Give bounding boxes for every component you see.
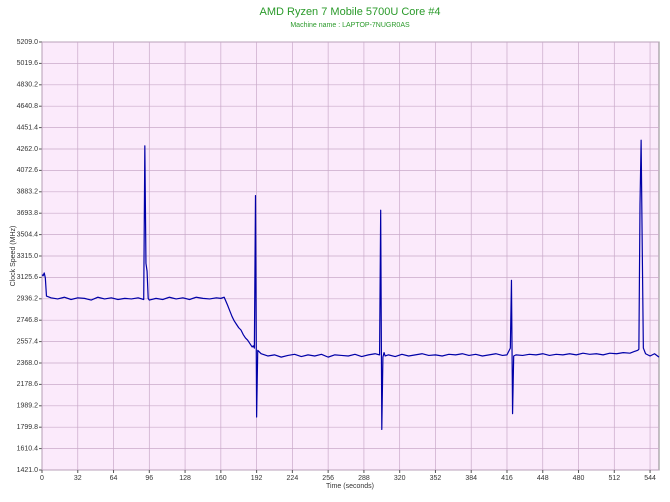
- y-tick-label: 2557.4: [17, 338, 39, 345]
- y-tick-label: 5209.0: [17, 39, 39, 46]
- x-tick-label: 416: [501, 475, 513, 482]
- x-tick-label: 352: [430, 475, 442, 482]
- x-axis-label: Time (seconds): [326, 483, 374, 490]
- y-tick-label: 4640.8: [17, 103, 39, 110]
- y-tick-label: 3125.6: [17, 274, 39, 281]
- y-tick-label: 2368.0: [17, 360, 39, 367]
- x-tick-label: 480: [573, 475, 585, 482]
- data-line: [41, 139, 660, 431]
- chart-subtitle: Machine name : LAPTOP-7NUGR0AS: [290, 22, 410, 29]
- y-tick-label: 4830.2: [17, 82, 39, 89]
- x-tick-label: 160: [215, 475, 227, 482]
- y-tick-label: 3693.8: [17, 210, 39, 217]
- x-tick-label: 448: [537, 475, 549, 482]
- y-tick-label: 1610.4: [17, 445, 39, 452]
- y-tick-label: 5019.6: [17, 60, 39, 67]
- x-tick-label: 384: [465, 475, 477, 482]
- y-tick-label: 2178.6: [17, 381, 39, 388]
- x-tick-label: 288: [358, 475, 370, 482]
- y-axis-label: Clock Speed (MHz): [10, 226, 17, 287]
- x-tick-label: 128: [179, 475, 191, 482]
- x-tick-label: 0: [40, 475, 44, 482]
- y-tick-label: 4072.6: [17, 167, 39, 174]
- y-tick-label: 2746.8: [17, 317, 39, 324]
- x-tick-label: 64: [110, 475, 118, 482]
- y-tick-label: 1421.0: [17, 467, 39, 474]
- y-tick-label: 2936.2: [17, 296, 39, 303]
- y-tick-label: 3315.0: [17, 253, 39, 260]
- x-tick-label: 192: [251, 475, 263, 482]
- y-tick-label: 1989.2: [17, 403, 39, 410]
- x-tick-label: 32: [74, 475, 82, 482]
- x-tick-label: 224: [287, 475, 299, 482]
- y-tick-label: 1799.8: [17, 424, 39, 431]
- chart-title: AMD Ryzen 7 Mobile 5700U Core #4: [260, 6, 441, 18]
- x-tick-label: 320: [394, 475, 406, 482]
- y-tick-label: 3883.2: [17, 189, 39, 196]
- x-tick-label: 256: [322, 475, 334, 482]
- y-tick-label: 4451.4: [17, 124, 39, 131]
- x-tick-label: 544: [644, 475, 656, 482]
- y-tick-label: 3504.4: [17, 231, 39, 238]
- x-tick-label: 512: [608, 475, 620, 482]
- y-tick-label: 4262.0: [17, 146, 39, 153]
- x-tick-label: 96: [145, 475, 153, 482]
